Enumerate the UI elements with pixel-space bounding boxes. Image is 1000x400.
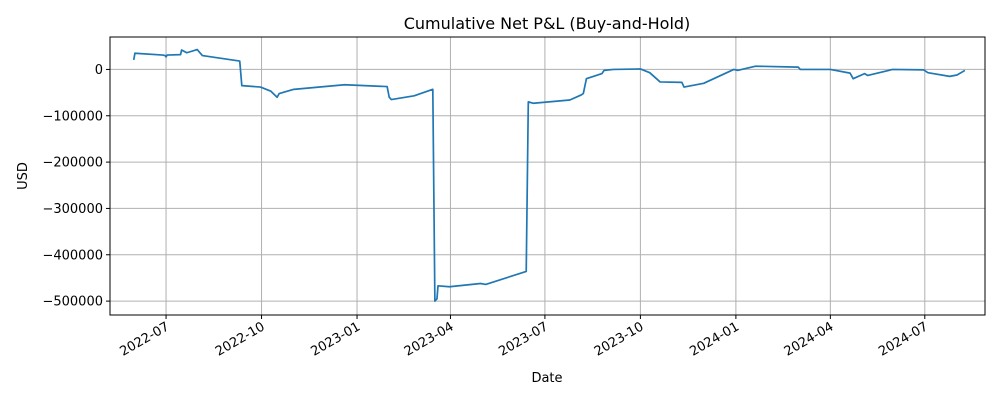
series-line	[133, 48, 966, 302]
y-tick-label: −300000	[42, 202, 103, 217]
y-tick-label: −200000	[42, 156, 103, 171]
y-tick-label: 0	[95, 63, 103, 78]
y-axis-label: USD	[16, 162, 31, 190]
x-tick-label: 2022-07	[118, 319, 173, 359]
y-tick-label: −400000	[42, 248, 103, 263]
y-tick-label: −100000	[42, 109, 103, 124]
chart-title: Cumulative Net P&L (Buy-and-Hold)	[404, 14, 691, 33]
x-tick-label: 2024-04	[782, 319, 837, 359]
y-axis: 0 −100000 −200000 −300000 −400000 −500000	[42, 63, 110, 310]
x-tick-label: 2024-01	[687, 319, 742, 359]
x-tick-label: 2023-04	[402, 319, 457, 359]
x-tick-label: 2023-10	[592, 319, 647, 359]
plot-frame	[109, 36, 986, 316]
x-tick-label: 2023-01	[308, 319, 363, 359]
x-tick-label: 2023-07	[496, 319, 551, 359]
y-tick-label: −500000	[42, 295, 103, 310]
series-layer	[133, 48, 966, 302]
x-axis-label: Date	[531, 371, 562, 386]
grid	[110, 37, 985, 315]
x-tick-label: 2022-10	[213, 319, 268, 359]
x-axis: 2022-07 2022-10 2023-01 2023-04 2023-07 2023-…	[118, 315, 931, 360]
x-tick-label: 2024-07	[876, 319, 931, 359]
